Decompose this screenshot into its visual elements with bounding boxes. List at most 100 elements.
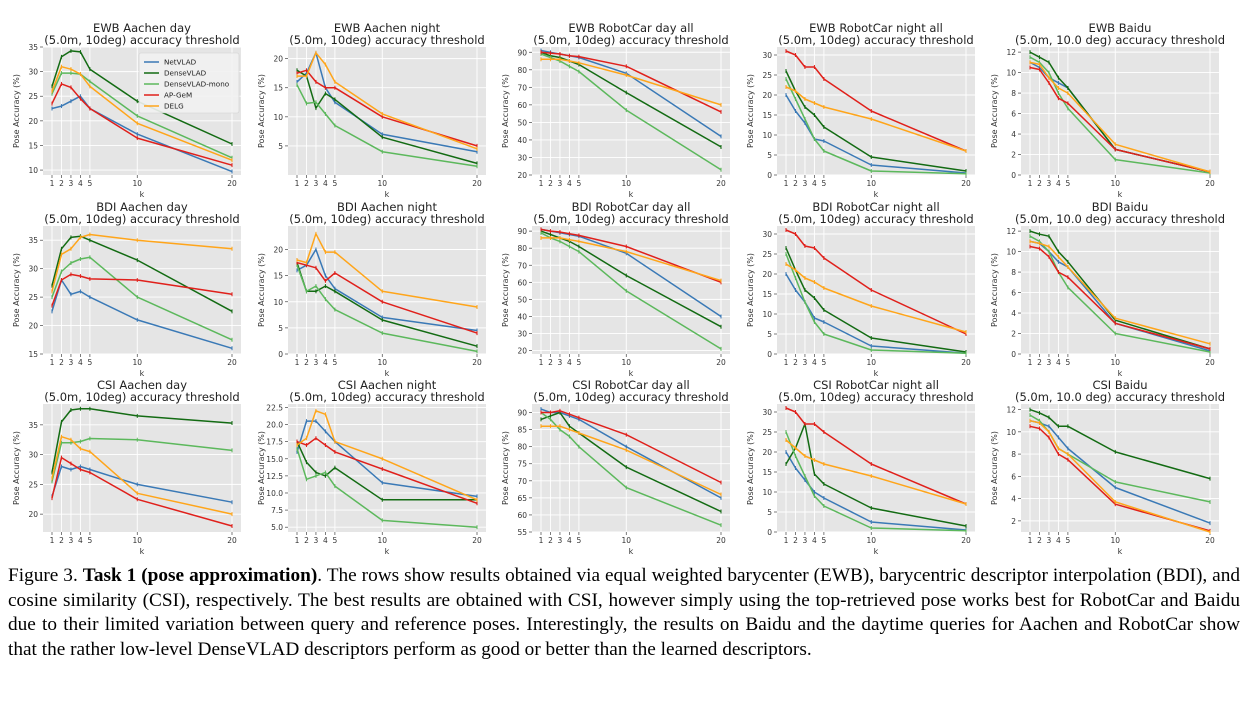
caption-task-title: Task 1 (pose approximation) — [82, 565, 318, 586]
x-tick-label: 3 — [803, 179, 808, 188]
subplot-13: CSI RobotCar day all(5.0m, 10deg) accura… — [501, 378, 730, 556]
y-tick-label: 2 — [1011, 330, 1016, 339]
y-axis-label: Pose Accuracy (%) — [746, 74, 755, 148]
subplot-subtitle: (5.0m, 10deg) accuracy threshold — [289, 33, 484, 47]
y-tick-label: 15 — [273, 272, 283, 281]
subplot-title: EWB RobotCar day all — [568, 21, 693, 35]
x-tick-label: 1 — [539, 179, 544, 188]
x-axis-label: k — [385, 547, 390, 556]
y-tick-label: 5 — [767, 151, 772, 160]
x-tick-label: 5 — [88, 179, 93, 188]
y-tick-label: 50 — [517, 295, 527, 304]
subplot-9: BDI RobotCar night all(5.0m, 10deg) accu… — [746, 200, 975, 378]
x-axis-label: k — [874, 369, 879, 378]
y-tick-label: 22.5 — [266, 403, 283, 412]
caption-figure-label: Figure 3. — [8, 565, 78, 586]
x-tick-label: 1 — [784, 179, 789, 188]
subplot-title: EWB RobotCar night all — [809, 21, 943, 35]
x-axis-label: k — [140, 547, 145, 556]
y-tick-label: 10 — [1006, 428, 1016, 437]
x-tick-label: 5 — [1066, 179, 1071, 188]
y-tick-label: 6 — [1011, 472, 1016, 481]
x-tick-label: 1 — [1028, 536, 1033, 545]
x-tick-label: 10 — [621, 536, 631, 545]
x-tick-label: 4 — [323, 358, 328, 367]
y-tick-label: 10 — [762, 488, 772, 497]
subplot-5: EWB Baidu(5.0m, 10.0 deg) accuracy thres… — [990, 21, 1225, 199]
subplot-2: EWB Aachen night(5.0m, 10deg) accuracy t… — [257, 21, 486, 199]
y-tick-label: 0 — [1011, 350, 1016, 359]
x-tick-label: 2 — [1037, 536, 1042, 545]
subplot-subtitle: (5.0m, 10deg) accuracy threshold — [44, 33, 239, 47]
y-tick-label: 40 — [517, 136, 527, 145]
x-tick-label: 3 — [558, 179, 563, 188]
legend-box — [138, 52, 240, 114]
y-tick-label: 15 — [28, 141, 38, 150]
x-tick-label: 2 — [548, 179, 553, 188]
y-tick-label: 2 — [1011, 151, 1016, 160]
x-tick-label: 1 — [50, 358, 55, 367]
y-tick-label: 15 — [762, 111, 772, 120]
x-tick-label: 20 — [1205, 179, 1215, 188]
x-tick-label: 2 — [793, 179, 798, 188]
subplot-title: BDI RobotCar night all — [812, 200, 939, 214]
y-tick-label: 4 — [1011, 309, 1016, 318]
y-tick-label: 20 — [762, 91, 772, 100]
x-tick-label: 2 — [793, 358, 798, 367]
x-axis-label: k — [874, 547, 879, 556]
subplot-title: CSI RobotCar night all — [813, 378, 939, 392]
subplot-subtitle: (5.0m, 10.0 deg) accuracy threshold — [1015, 212, 1225, 226]
x-tick-label: 5 — [577, 179, 582, 188]
x-tick-label: 20 — [227, 358, 237, 367]
x-tick-label: 4 — [78, 536, 83, 545]
x-tick-label: 4 — [78, 358, 83, 367]
subplot-subtitle: (5.0m, 10deg) accuracy threshold — [44, 390, 239, 404]
x-tick-label: 4 — [1056, 358, 1061, 367]
x-tick-label: 2 — [304, 536, 309, 545]
y-tick-label: 12.5 — [266, 472, 283, 481]
x-axis-label: k — [1118, 190, 1123, 199]
plot-area — [1021, 404, 1219, 532]
x-tick-label: 5 — [88, 536, 93, 545]
y-tick-label: 25 — [28, 293, 38, 302]
y-tick-label: 5 — [767, 330, 772, 339]
subplot-title: BDI Aachen day — [96, 200, 188, 214]
y-tick-label: 90 — [517, 48, 527, 57]
x-axis-label: k — [140, 369, 145, 378]
x-tick-label: 20 — [472, 179, 482, 188]
x-tick-label: 5 — [333, 536, 338, 545]
y-axis-label: Pose Accuracy (%) — [257, 74, 266, 148]
subplot-subtitle: (5.0m, 10deg) accuracy threshold — [44, 212, 239, 226]
x-tick-label: 5 — [822, 358, 827, 367]
x-tick-label: 3 — [1047, 536, 1052, 545]
x-tick-label: 1 — [295, 179, 300, 188]
x-tick-label: 5 — [577, 358, 582, 367]
x-tick-label: 3 — [314, 179, 319, 188]
y-tick-label: 80 — [517, 443, 527, 452]
y-tick-label: 20 — [28, 322, 38, 331]
x-tick-label: 4 — [812, 536, 817, 545]
y-tick-label: 30 — [762, 51, 772, 60]
legend-label: DenseVLAD — [164, 69, 207, 78]
x-tick-label: 4 — [323, 536, 328, 545]
x-tick-label: 3 — [1047, 358, 1052, 367]
x-tick-label: 20 — [227, 536, 237, 545]
x-tick-label: 20 — [1205, 358, 1215, 367]
y-tick-label: 25 — [28, 92, 38, 101]
subplot-title: BDI Aachen night — [337, 200, 437, 214]
x-tick-label: 1 — [539, 358, 544, 367]
x-tick-label: 10 — [132, 536, 142, 545]
subplot-subtitle: (5.0m, 10deg) accuracy threshold — [778, 33, 973, 47]
y-tick-label: 2 — [1011, 517, 1016, 526]
x-tick-label: 4 — [567, 536, 572, 545]
subplot-11: CSI Aachen day(5.0m, 10deg) accuracy thr… — [12, 378, 241, 556]
x-axis-label: k — [874, 190, 879, 199]
x-tick-label: 20 — [472, 358, 482, 367]
y-tick-label: 35 — [28, 421, 38, 430]
y-tick-label: 0 — [1011, 171, 1016, 180]
y-tick-label: 30 — [28, 68, 38, 77]
x-tick-label: 10 — [377, 358, 387, 367]
x-tick-label: 10 — [1110, 179, 1120, 188]
caption-text: . The rows show results obtained via equ… — [8, 565, 1240, 660]
y-tick-label: 20 — [762, 448, 772, 457]
